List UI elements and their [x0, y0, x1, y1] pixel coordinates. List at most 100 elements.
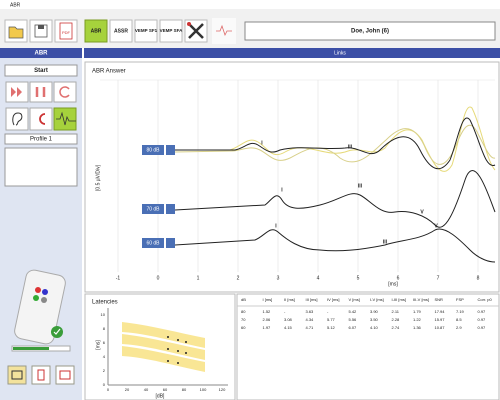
table-cell: 1.36	[413, 325, 422, 330]
profile-dropdown[interactable]	[4, 133, 78, 145]
table-cell: 10.87	[435, 325, 446, 330]
device-image	[14, 269, 66, 345]
table-header: I-III [ms]	[392, 297, 406, 302]
x-tick-label: 120	[219, 387, 226, 392]
peak-label: III	[348, 144, 353, 150]
table-cell: 2.74	[392, 325, 401, 330]
save-button[interactable]	[29, 19, 53, 43]
peak-label: III	[358, 183, 363, 189]
main-tab: Links	[334, 50, 346, 56]
waveform-80db	[175, 117, 496, 170]
table-header: V [ms]	[349, 297, 360, 302]
pdf-button[interactable]	[54, 19, 78, 43]
table-cell: 15.97	[435, 317, 446, 322]
graph-y-label: [0.5 µV/Div]	[95, 164, 101, 191]
table-cell: 0.97	[478, 317, 487, 322]
table-cell: 1.79	[413, 309, 422, 314]
peak-label: V	[420, 209, 424, 215]
table-header: I [ms]	[263, 297, 273, 302]
table-cell: 80	[241, 309, 246, 314]
tools-button[interactable]	[184, 19, 208, 43]
y-tick-label: 6	[103, 340, 106, 345]
x-tick-label: 7	[437, 275, 440, 281]
peak-label: I	[275, 223, 277, 229]
waveform-overlay	[174, 124, 496, 165]
level-label: 60 dB	[146, 240, 160, 246]
peak-label: V	[434, 223, 438, 229]
patient-name: Doe, John (6)	[351, 29, 389, 35]
x-tick-label: 40	[144, 387, 149, 392]
table-cell: -	[284, 309, 286, 314]
table-cell: 2.11	[392, 309, 400, 314]
table-header: III [ms]	[306, 297, 318, 302]
level-toggle[interactable]	[166, 204, 175, 214]
window-title: ABR	[10, 2, 21, 8]
table-cell: 3.50	[370, 317, 379, 322]
pdf-label: PDF	[62, 30, 71, 35]
table-header: FSP	[456, 297, 464, 302]
table-cell: 3.08	[284, 317, 293, 322]
patient-field[interactable]	[244, 21, 496, 41]
table-cell: 5.12	[327, 325, 336, 330]
assr-button[interactable]	[109, 19, 133, 43]
table-cell: -	[327, 309, 329, 314]
table-cell: 5.42	[349, 309, 358, 314]
table-cell: 2.9	[456, 325, 462, 330]
vemp-sf1-label: VEMP SF1	[135, 28, 158, 33]
y-tick-label: 10	[101, 312, 106, 317]
table-cell: 5.77	[327, 317, 336, 322]
start-button[interactable]	[4, 64, 78, 77]
latency-title: Latencies	[92, 300, 118, 306]
table-cell: 60	[241, 325, 246, 330]
profile-label: Profile 1	[30, 137, 53, 143]
vemp-sfa-button[interactable]	[159, 19, 183, 43]
latency-y-label: [ms]	[95, 340, 101, 350]
x-tick-label: 4	[317, 275, 320, 281]
table-cell: 4.15	[284, 325, 293, 330]
notes-box[interactable]	[4, 147, 78, 187]
x-tick-label: 100	[200, 387, 207, 392]
level-toggle[interactable]	[166, 145, 175, 155]
peak-label: III	[383, 239, 388, 245]
title-bar	[0, 0, 500, 9]
table-cell: 17.94	[435, 309, 446, 314]
graph-x-label: [ms]	[388, 281, 398, 287]
abr-label: ABR	[91, 28, 102, 34]
latency-x-label: [dB]	[156, 393, 166, 399]
waveform-overlay	[175, 106, 496, 172]
table-cell: 3.90	[370, 309, 379, 314]
table-cell: 5.56	[349, 317, 358, 322]
table-cell: 2.28	[392, 317, 401, 322]
x-tick-label: 60	[163, 387, 168, 392]
start-label: Start	[34, 68, 48, 74]
table-cell: 6.07	[349, 325, 358, 330]
table-cell: 0.97	[478, 309, 487, 314]
x-tick-label: 2	[237, 275, 240, 281]
table-header: II [ms]	[284, 297, 295, 302]
abr-button[interactable]	[84, 19, 108, 43]
playback-buttons[interactable]	[5, 81, 77, 103]
vemp-sf1-button[interactable]	[134, 19, 158, 43]
y-tick-label: 4	[103, 354, 106, 359]
x-tick-label: -1	[116, 275, 121, 281]
table-cell: 1.52	[263, 309, 272, 314]
table-cell: 3.63	[306, 309, 315, 314]
table-cell: 2.06	[263, 317, 272, 322]
table-cell: 7.19	[456, 309, 465, 314]
table-cell: 8.5	[456, 317, 462, 322]
level-toggle[interactable]	[166, 238, 175, 248]
x-tick-label: 20	[125, 387, 130, 392]
peak-label: I	[261, 140, 263, 146]
table-cell: 1.22	[413, 317, 422, 322]
table-cell: 1.97	[263, 325, 272, 330]
open-button[interactable]	[4, 19, 28, 43]
mode-buttons[interactable]	[5, 107, 77, 131]
graph-panel	[84, 61, 500, 293]
view-buttons[interactable]	[7, 365, 75, 385]
y-tick-label: 8	[103, 326, 106, 331]
table-header: dB	[241, 297, 246, 302]
x-tick-label: 5	[357, 275, 360, 281]
x-tick-label: 0	[107, 387, 110, 392]
graph-title: ABR Answer	[92, 69, 126, 75]
table-header: III-V [ms]	[413, 297, 429, 302]
